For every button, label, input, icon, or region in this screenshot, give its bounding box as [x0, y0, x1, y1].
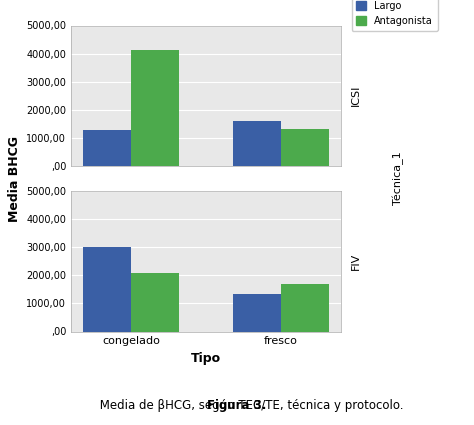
Bar — [281, 284, 329, 332]
Bar — [131, 273, 179, 332]
Bar — [281, 129, 329, 166]
Text: Figura 3.: Figura 3. — [207, 400, 267, 413]
Legend: Largo, Antagonista: Largo, Antagonista — [352, 0, 438, 31]
Bar — [131, 50, 179, 166]
Text: ICSI: ICSI — [351, 85, 361, 106]
Text: Técnica_1: Técnica_1 — [392, 152, 404, 205]
Text: Media de βHCG, según TEC/TE, técnica y protocolo.: Media de βHCG, según TEC/TE, técnica y p… — [96, 400, 403, 413]
Bar — [233, 121, 281, 166]
X-axis label: Tipo: Tipo — [191, 352, 221, 365]
Bar — [233, 294, 281, 332]
Text: Media BHCG: Media BHCG — [8, 136, 21, 221]
Bar — [83, 247, 131, 332]
Text: FIV: FIV — [351, 253, 361, 270]
Bar — [83, 130, 131, 166]
